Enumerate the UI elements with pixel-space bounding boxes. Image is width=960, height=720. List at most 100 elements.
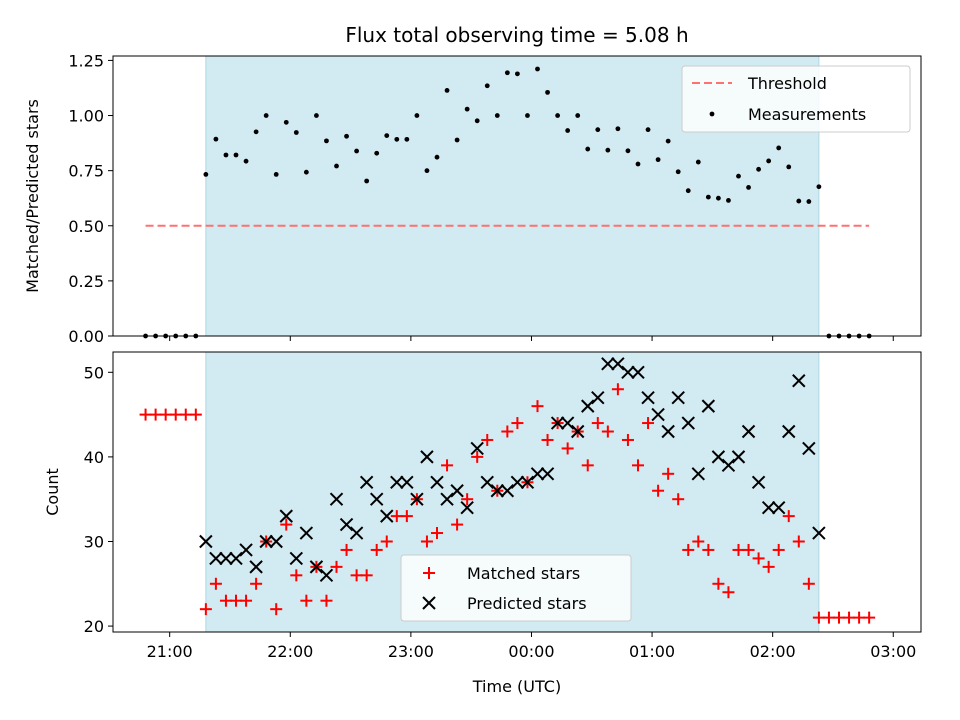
- predicted-star-point: [400, 475, 414, 489]
- matched-star-point: [812, 611, 825, 624]
- matched-star-point: [390, 510, 403, 523]
- predicted-star-point: [751, 475, 766, 489]
- measurement-point: [283, 119, 289, 125]
- measurement-point: [695, 159, 701, 165]
- predicted-star-point: [339, 517, 354, 532]
- matched-star-point: [250, 577, 263, 590]
- predicted-star-point: [229, 551, 243, 566]
- count-legend: Matched stars Predicted stars: [400, 554, 632, 622]
- measurement-point: [324, 138, 329, 144]
- predicted-star-point: [500, 484, 515, 498]
- matched-star-point: [270, 603, 283, 616]
- measurement-point: [545, 89, 550, 95]
- matched-star-point: [601, 425, 614, 438]
- measurement-point: [675, 169, 681, 175]
- measurement-point: [595, 127, 601, 133]
- predicted-star-point: [601, 357, 615, 371]
- y-tick-label: 1.00: [68, 107, 104, 126]
- predicted-star-point: [420, 450, 434, 464]
- matched-star-point: [782, 510, 795, 523]
- measurement-point: [474, 118, 480, 124]
- measurement-point: [314, 113, 319, 118]
- predicted-star-point: [671, 390, 685, 405]
- ratio-plot-frame: [112, 55, 922, 337]
- matched-star-point: [692, 535, 705, 548]
- measurement-point: [384, 133, 390, 138]
- measurement-point: [655, 157, 661, 163]
- matched-star-point: [300, 594, 313, 607]
- measurement-point: [253, 129, 259, 135]
- measurement-point: [344, 133, 349, 139]
- measurement-point: [454, 137, 460, 143]
- predicted-star-point: [681, 416, 695, 430]
- measurement-point: [705, 194, 711, 200]
- predicted-star-point: [319, 568, 334, 583]
- predicted-star-point: [691, 467, 706, 481]
- matched-star-point: [762, 560, 775, 573]
- matched-star-point: [722, 586, 735, 599]
- measurement-point: [504, 70, 510, 76]
- measurement-point: [494, 113, 500, 118]
- matched-star-point: [712, 577, 725, 590]
- predicted-star-point: [289, 551, 304, 566]
- y-tick-label: 0.50: [68, 217, 104, 236]
- count-legend-box: [400, 554, 632, 622]
- measurement-point: [555, 113, 561, 118]
- measurement-point: [434, 154, 440, 160]
- predicted-star-point: [761, 500, 776, 515]
- threshold-legend-label: Threshold: [747, 74, 827, 93]
- measurement-point: [243, 158, 249, 164]
- ratio-plot: 0.00 0.25 0.50 0.75 1.00 1.25 Matched/Predict…: [23, 51, 922, 346]
- count-plot-ylabel: Count: [43, 468, 62, 516]
- measurement-point: [464, 106, 470, 112]
- measurement-point: [354, 148, 360, 154]
- predicted-star-point: [641, 390, 655, 405]
- measurement-point: [535, 66, 540, 72]
- matched-star-point: [400, 510, 413, 523]
- matched-star-point: [481, 433, 494, 446]
- predicted-star-point: [701, 399, 716, 413]
- measurement-point: [736, 173, 741, 179]
- predicted-star-point: [570, 424, 585, 439]
- measurement-point: [263, 113, 269, 118]
- predicted-star-point: [460, 500, 474, 515]
- matched-star-point: [209, 577, 222, 590]
- ratio-plot-ylabel: Matched/Predicted stars: [23, 99, 42, 293]
- measurement-point: [715, 195, 721, 201]
- measurement-point: [585, 146, 591, 152]
- predicted-star-point: [380, 509, 394, 523]
- matched-star-point: [642, 417, 655, 430]
- predicted-star-point: [721, 458, 736, 473]
- matched-star-point: [702, 543, 715, 556]
- matched-star-point: [340, 543, 353, 556]
- matched-star-point: [420, 535, 433, 548]
- predicted-star-point: [771, 500, 786, 515]
- matched-star-point: [672, 493, 685, 506]
- matched-star-point: [189, 408, 202, 421]
- x-tick-label: 23:00: [388, 642, 434, 661]
- predicted-star-point: [661, 424, 675, 439]
- x-tick-label: 02:00: [750, 642, 796, 661]
- measurement-point: [766, 158, 772, 164]
- x-tick-label: 03:00: [870, 642, 916, 661]
- predicted-star-point: [812, 526, 826, 540]
- measurement-point: [565, 128, 571, 133]
- measurements-legend-swatch: [709, 111, 715, 117]
- matched-star-point: [682, 543, 695, 556]
- matched-star-point: [240, 594, 253, 607]
- predicted-star-point: [249, 560, 263, 574]
- matched-star-point: [149, 408, 162, 421]
- matched-star-point: [219, 594, 232, 607]
- matched-star-point: [822, 611, 835, 624]
- predicted-star-point: [430, 475, 444, 489]
- matched-star-point: [471, 450, 484, 463]
- matched-star-point: [431, 527, 444, 540]
- matched-star-point: [853, 611, 866, 624]
- measurement-point: [746, 185, 751, 190]
- predicted-star-point: [450, 484, 464, 498]
- predicted-star-point: [550, 416, 565, 430]
- predicted-star-point: [560, 416, 575, 430]
- predicted-star-point: [711, 450, 726, 464]
- matched-star-point: [199, 603, 212, 616]
- predicted-star-point: [530, 467, 545, 481]
